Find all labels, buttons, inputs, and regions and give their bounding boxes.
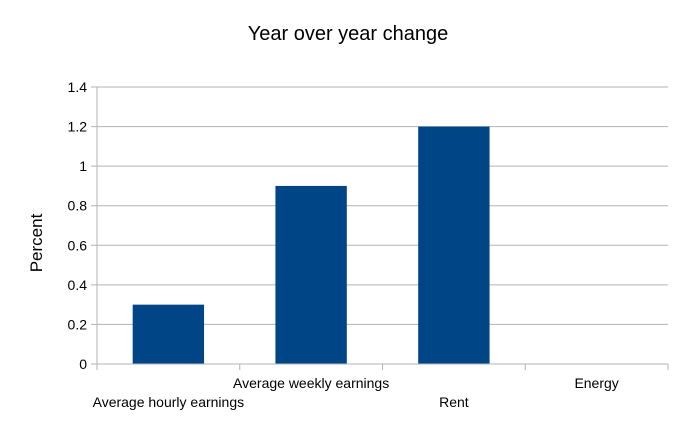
category-label: Average weekly earnings [233, 375, 389, 391]
bars [132, 126, 490, 364]
y-tick-label: 0.4 [68, 277, 88, 293]
y-tick-label: 0.6 [68, 237, 88, 253]
y-tick-label: 0.8 [68, 198, 88, 214]
bar [132, 304, 205, 364]
category-label: Energy [574, 375, 618, 391]
chart-title: Year over year change [248, 23, 449, 45]
y-tick-label: 0 [79, 356, 87, 372]
axes [96, 87, 669, 370]
bar [418, 126, 490, 364]
bar [275, 185, 347, 364]
y-tick-labels: 0 0.2 0.4 0.6 0.8 1 1.2 1.4 [68, 79, 88, 372]
y-axis-label: Percent [27, 213, 46, 272]
y-tick-label: 0.2 [68, 316, 88, 332]
y-tick-label: 1.4 [68, 79, 88, 95]
category-labels: Average hourly earnings Average weekly ea… [93, 375, 619, 410]
y-tick-label: 1 [79, 158, 87, 174]
y-tick-label: 1.2 [68, 119, 88, 135]
category-label: Average hourly earnings [93, 394, 245, 410]
category-label: Rent [439, 394, 469, 410]
